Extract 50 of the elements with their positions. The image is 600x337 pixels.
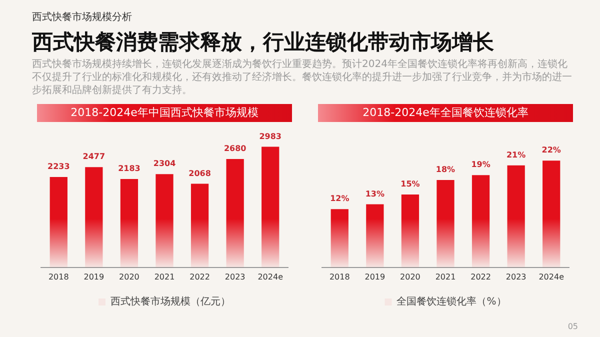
x-tick-label: 2018: [329, 272, 350, 282]
data-label: 2233: [48, 162, 70, 172]
x-tick-label: 2023: [224, 272, 246, 282]
bar: [330, 209, 348, 268]
legend-label: 全国餐饮连锁化率（%）: [396, 296, 506, 308]
bar: [156, 174, 174, 268]
data-label: 19%: [471, 160, 490, 170]
x-tick-label: 2021: [435, 272, 456, 282]
bar: [120, 179, 138, 268]
bar: [507, 165, 525, 268]
bar: [190, 184, 209, 268]
data-label: 21%: [506, 150, 526, 160]
data-label: 18%: [436, 165, 456, 174]
bar: [401, 194, 420, 268]
bar: [85, 167, 103, 268]
chart-title: 2018-2024e年中国西式快餐市场规模: [37, 104, 292, 122]
data-label: 15%: [400, 180, 420, 189]
bar: [262, 146, 280, 268]
data-label: 13%: [365, 189, 385, 198]
text: 西式快餐消费需求释放，行业连锁化带动市场增长: [32, 29, 494, 56]
x-tick-label: 2018: [48, 272, 69, 282]
text: 西式快餐市场规模持续增长，连锁化发展逐渐成为餐饮行业重要趋势。预计2024年全国餐饮连锁化率将再创新高，连锁化不仅提升了行业的标准化和规模化，还有效推动了经济增长。餐饮连锁化率的提升进一步加强了行业竞争，并为市场的进一步拓展和品牌创新提供了有力支持。: [32, 58, 572, 97]
bar: [436, 180, 454, 268]
data-label: 2304: [153, 159, 176, 168]
chart-title: 2018-2024e年全国餐饮连锁化率: [318, 104, 573, 122]
bar: [366, 204, 384, 268]
x-tick-label: 2024e: [258, 272, 284, 282]
x-tick-label: 2022: [190, 272, 210, 282]
x-tick-label: 2019: [84, 272, 104, 282]
text: 05: [568, 322, 578, 331]
bar: [50, 177, 68, 268]
data-label: 2183: [118, 164, 140, 174]
data-label: 2680: [224, 144, 247, 154]
x-tick-label: 2024e: [538, 272, 564, 282]
bar: [472, 175, 490, 268]
x-tick-label: 2020: [400, 272, 420, 282]
data-label: 2068: [188, 168, 212, 178]
data-label: 2983: [259, 132, 282, 141]
x-tick-label: 2023: [506, 272, 526, 282]
x-tick-label: 2020: [119, 272, 140, 282]
data-label: 2477: [82, 152, 106, 162]
x-tick-label: 2021: [154, 272, 175, 282]
x-tick-label: 2022: [470, 272, 491, 282]
bar: [226, 158, 244, 268]
data-label: 22%: [542, 146, 561, 155]
data-label: 12%: [330, 194, 350, 204]
bar: [542, 160, 560, 268]
text: 西式快餐市场规模分析: [32, 10, 132, 24]
x-tick-label: 2019: [364, 272, 386, 282]
legend-label: 西式快餐市场规模（亿元）: [110, 296, 230, 308]
